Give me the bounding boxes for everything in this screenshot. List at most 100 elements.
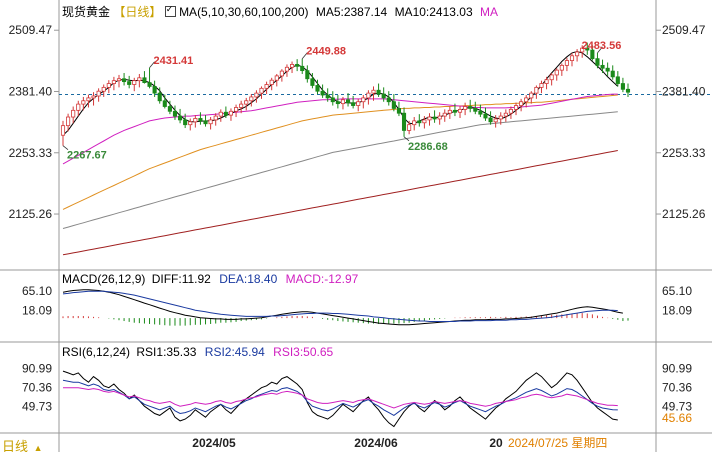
candle-up (519, 101, 524, 106)
candle-up (86, 97, 91, 102)
candle-up (422, 119, 427, 124)
candle-up (60, 125, 66, 136)
candle-up (493, 118, 498, 123)
candle-down (127, 81, 132, 85)
candle-up (361, 97, 366, 103)
macd-header: MACD(26,12,9) DIFF:11.92 DEA:18.40 MACD:… (62, 272, 358, 286)
rsi-panel (62, 370, 618, 428)
macd-panel (62, 289, 629, 326)
candle-up (279, 70, 284, 77)
candle-up (564, 60, 569, 66)
candle-up (503, 112, 508, 117)
macd-dea-line (62, 290, 618, 322)
candle-down (325, 94, 330, 99)
rsi-tick-label-right: 70.36 (662, 380, 692, 394)
ma-check-icon: ✓ (165, 4, 174, 14)
candle-down (396, 108, 402, 114)
caret-up-icon: ▲ (33, 443, 43, 453)
macd-tick-label-right: 65.10 (662, 284, 692, 298)
annotation-pointer (403, 136, 410, 142)
candle-up (193, 118, 198, 123)
candle-up (71, 109, 76, 118)
annotation-pointer (62, 145, 69, 151)
x-axis-date-label: 2024/05 (192, 436, 236, 450)
period-label[interactable]: 【日线】 (113, 5, 162, 19)
candle-down (198, 118, 203, 122)
candle-up (356, 101, 361, 106)
candle-up (575, 51, 580, 57)
candle-down (610, 70, 615, 78)
candle-down (615, 76, 620, 84)
macd-dea-value: DEA:18.40 (219, 272, 278, 286)
ma-params-label: MA(5,10,30,60,100,200) (179, 5, 309, 19)
ma100-line (62, 111, 618, 229)
candle-down (473, 108, 478, 112)
candle-down (345, 99, 351, 104)
candle-down (401, 112, 407, 131)
candle-down (488, 117, 493, 123)
candle-up (234, 107, 239, 112)
candle-down (203, 120, 208, 125)
candle-down (223, 111, 228, 116)
candle-up (254, 92, 259, 98)
price-tick-label-right: 2253.33 (662, 146, 706, 160)
candle-down (320, 90, 325, 96)
rsi-tick-label-right: 90.99 (662, 361, 692, 375)
price-tick-label-left: 2125.26 (9, 207, 53, 221)
macd-tick-label-left: 65.10 (22, 284, 52, 298)
axis-labels: 2509.47 2509.47 2381.40 2381.40 2253.33 2253.… (9, 23, 706, 450)
candle-down (585, 47, 590, 51)
candle-down (376, 89, 381, 95)
candle-up (529, 92, 534, 99)
candle-down (330, 97, 335, 103)
candle-down (590, 49, 595, 60)
ma5-value: MA5:2387.14 (315, 5, 388, 19)
ma10-value: MA10:2413.03 (394, 5, 473, 19)
candle-up (284, 66, 290, 72)
candle-up (340, 99, 346, 105)
candle-down (305, 70, 310, 80)
ma200-line (62, 150, 618, 256)
candle-up (66, 116, 71, 127)
candle-down (157, 92, 162, 102)
price-annotation: 2483.56 (582, 40, 622, 52)
period-switch-tab[interactable]: 日线 ▲ (2, 436, 43, 455)
candle-up (264, 84, 269, 89)
candle-up (289, 64, 295, 68)
candle-down (152, 86, 157, 94)
candle-down (432, 116, 437, 120)
candle-down (620, 83, 625, 90)
candle-up (132, 80, 137, 85)
candle-down (167, 106, 172, 112)
candle-down (478, 110, 483, 115)
price-annotation: 2267.67 (67, 150, 107, 162)
rsi-series-2 (62, 379, 618, 416)
symbol-name: 现货黄金 (62, 5, 111, 19)
candle-up (274, 75, 279, 81)
candle-up (228, 110, 234, 116)
candle-up (244, 100, 249, 105)
candle-up (554, 69, 559, 76)
candle-down (351, 102, 356, 106)
price-tick-label-right: 2509.47 (662, 23, 706, 37)
rsi-tick-label-right: 49.73 (662, 399, 692, 413)
candle-up (544, 79, 549, 84)
ma-toggle-box[interactable]: ✓ (164, 4, 176, 17)
rsi-header: RSI(6,12,24) RSI1:35.33 RSI2:45.94 RSI3:… (62, 345, 333, 359)
candle-up (208, 119, 213, 125)
candle-down (335, 101, 340, 105)
rsi3-value: RSI3:50.65 (273, 345, 334, 359)
candle-up (91, 95, 96, 99)
candle-up (534, 86, 539, 94)
candle-down (300, 65, 305, 72)
candle-up (447, 109, 452, 114)
candle-up (412, 120, 417, 126)
candle-up (111, 80, 116, 84)
candle-up (101, 86, 106, 92)
candle-up (569, 55, 575, 61)
candle-up (549, 74, 554, 81)
candle-up (498, 115, 503, 120)
candle-down (600, 64, 605, 69)
